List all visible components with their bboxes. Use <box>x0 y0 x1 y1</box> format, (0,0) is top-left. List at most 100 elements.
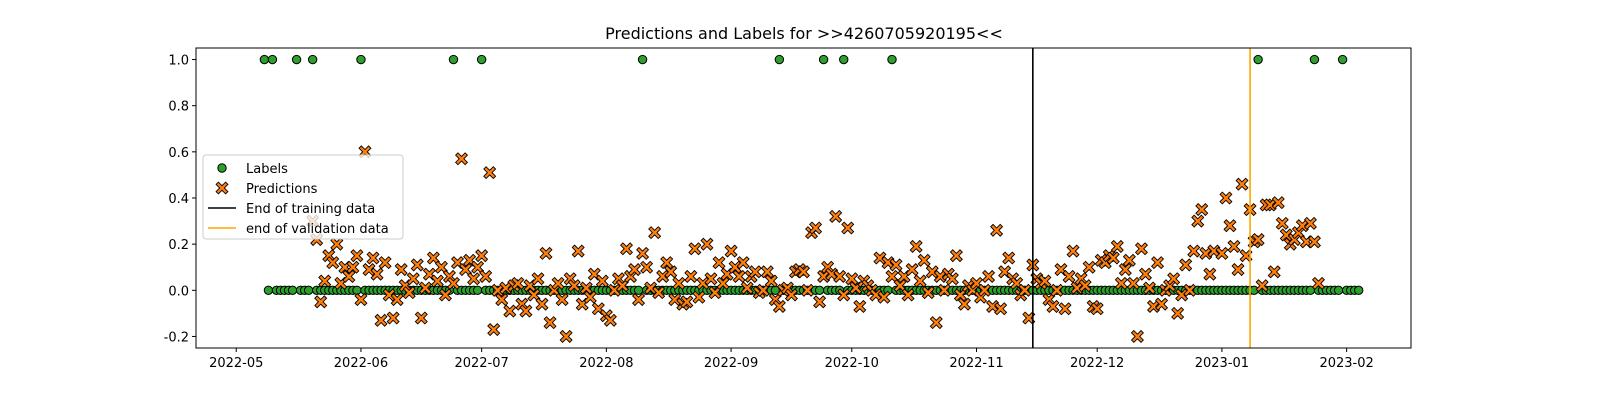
prediction-point <box>632 293 646 307</box>
label-point <box>637 54 648 65</box>
prediction-point <box>949 249 963 263</box>
prediction-point <box>471 260 485 274</box>
prediction-point <box>527 288 541 302</box>
prediction-point <box>434 260 448 274</box>
prediction-point <box>945 272 959 286</box>
legend-label: end of validation data <box>246 222 389 237</box>
legend-label: Labels <box>246 162 288 177</box>
prediction-point <box>394 263 408 277</box>
y-tick-label: 0.8 <box>168 100 189 115</box>
prediction-point <box>837 288 851 302</box>
prediction-point <box>370 267 384 281</box>
x-tick-label: 2023-02 <box>1319 356 1373 371</box>
prediction-point <box>619 242 634 256</box>
x-tick-label: 2023-01 <box>1195 356 1249 371</box>
prediction-point <box>656 269 670 283</box>
label-point <box>287 285 298 296</box>
prediction-point <box>764 274 778 288</box>
prediction-point <box>1219 191 1233 205</box>
label-point <box>448 54 459 65</box>
prediction-point <box>1090 302 1104 316</box>
prediction-point <box>1267 265 1281 279</box>
prediction-point <box>1018 283 1032 297</box>
prediction-point <box>535 297 549 311</box>
prediction-point <box>953 288 967 302</box>
prediction-point <box>1195 203 1209 217</box>
prediction-point <box>905 263 919 277</box>
y-tick-label: -0.2 <box>164 330 189 345</box>
prediction-point <box>692 290 706 304</box>
prediction-point <box>978 283 992 297</box>
x-tick-label: 2022-08 <box>579 356 633 371</box>
label-point <box>267 54 278 65</box>
prediction-point <box>994 302 1008 316</box>
prediction-point <box>454 152 469 166</box>
label-point <box>633 285 644 296</box>
prediction-point <box>833 269 847 283</box>
prediction-point <box>1227 239 1241 253</box>
label-point <box>303 285 314 296</box>
prediction-point <box>704 272 718 286</box>
prediction-point <box>636 246 650 260</box>
prediction-point <box>1066 244 1080 258</box>
prediction-point <box>1142 281 1157 295</box>
prediction-point <box>1050 283 1064 297</box>
prediction-point <box>809 221 823 235</box>
prediction-point <box>318 274 332 288</box>
chart-title: Predictions and Labels for >>42607059201… <box>605 24 1003 43</box>
prediction-point <box>760 265 774 279</box>
prediction-point <box>374 313 388 327</box>
prediction-point <box>784 288 798 302</box>
legend-label: End of training data <box>246 202 375 217</box>
prediction-point <box>571 244 585 258</box>
prediction-point <box>314 295 328 309</box>
prediction-point <box>414 311 428 325</box>
prediction-point <box>680 295 694 309</box>
prediction-point <box>1199 246 1213 260</box>
prediction-point <box>982 269 996 283</box>
prediction-point <box>1239 249 1253 263</box>
prediction-point <box>845 272 859 286</box>
label-point <box>839 54 849 65</box>
label-point <box>476 54 487 65</box>
prediction-point <box>559 329 573 343</box>
prediction-point <box>487 323 501 337</box>
label-point <box>472 285 483 296</box>
prediction-point <box>1183 283 1197 297</box>
prediction-point <box>418 281 432 295</box>
prediction-point <box>627 263 642 277</box>
legend-label: Predictions <box>246 182 318 197</box>
prediction-point <box>1307 235 1321 249</box>
prediction-point <box>567 279 581 293</box>
prediction-point <box>1191 214 1205 228</box>
prediction-point <box>929 316 943 330</box>
prediction-point <box>990 223 1004 237</box>
label-point <box>217 163 227 173</box>
prediction-point <box>330 237 344 251</box>
legend-box <box>202 154 404 240</box>
legend-prediction-marker <box>215 181 229 195</box>
prediction-point <box>921 286 935 300</box>
prediction-point <box>1118 263 1132 277</box>
prediction-point <box>426 251 440 265</box>
prediction-point <box>672 276 686 290</box>
prediction-point <box>603 313 617 327</box>
y-tick-label: 0.4 <box>168 192 189 207</box>
legend: Labels Predictions End of training data end… <box>202 154 404 240</box>
prediction-point <box>1062 269 1076 283</box>
prediction-point <box>1078 279 1092 293</box>
plot-area: 2022-05 2022-06 2022-07 2022-08 2022-09 2022-… <box>164 47 1412 371</box>
prediction-point <box>696 276 710 290</box>
prediction-point <box>1271 196 1285 210</box>
prediction-point <box>889 258 903 272</box>
label-point <box>307 54 318 65</box>
prediction-point <box>1255 279 1269 293</box>
prediction-point <box>607 283 621 297</box>
prediction-point <box>579 281 593 295</box>
prediction-point <box>467 272 481 286</box>
prediction-point <box>1106 251 1120 265</box>
prediction-point <box>531 272 545 286</box>
prediction-point <box>800 283 815 297</box>
label-point <box>263 285 274 296</box>
prediction-point <box>446 276 461 290</box>
